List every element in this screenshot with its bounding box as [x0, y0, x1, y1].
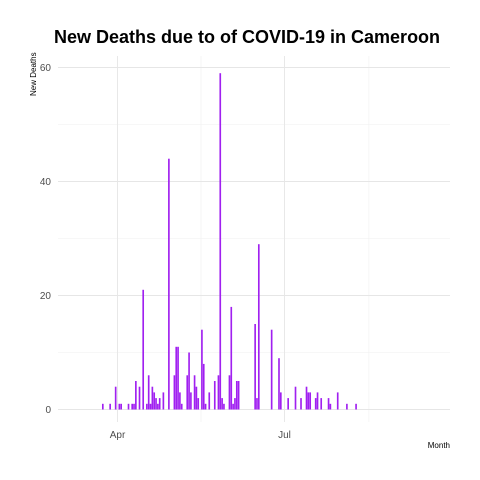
bar	[177, 347, 179, 410]
bar	[223, 404, 225, 410]
bar	[196, 387, 198, 410]
y-tick-label: 60	[40, 63, 52, 74]
bar	[236, 381, 238, 410]
bar	[218, 375, 220, 409]
bar	[238, 381, 240, 410]
bar	[119, 404, 121, 410]
bar	[179, 392, 181, 409]
bar	[278, 358, 280, 409]
bar	[181, 404, 183, 410]
bar	[234, 398, 236, 409]
bar	[175, 347, 177, 410]
bar	[309, 392, 311, 409]
bar	[232, 404, 234, 410]
bar	[258, 244, 260, 409]
bar	[337, 392, 339, 409]
bar	[135, 381, 137, 410]
bar	[229, 375, 231, 409]
bar	[157, 404, 159, 410]
bar	[194, 375, 196, 409]
bar	[159, 398, 161, 409]
bar	[155, 398, 157, 409]
bar	[139, 387, 141, 410]
bar	[109, 404, 111, 410]
bar	[163, 392, 165, 409]
bar	[146, 404, 148, 410]
bar	[300, 398, 302, 409]
bar	[197, 398, 199, 409]
bar	[295, 387, 297, 410]
chart-title: New Deaths due to of COVID-19 in Cameroo…	[54, 27, 440, 47]
bar	[219, 73, 221, 409]
bar	[152, 387, 154, 410]
bar	[168, 159, 170, 410]
bar	[308, 392, 310, 409]
bar	[142, 290, 144, 410]
bar	[133, 404, 135, 410]
bar	[153, 392, 155, 409]
y-tick-label: 20	[40, 291, 52, 302]
bar	[317, 392, 319, 409]
y-tick-label: 0	[45, 405, 51, 416]
bar	[102, 404, 104, 410]
bar	[205, 404, 207, 410]
bar	[150, 404, 152, 410]
bar	[208, 392, 210, 409]
bar	[320, 398, 322, 409]
bar	[328, 398, 330, 409]
bar	[120, 404, 122, 410]
bar	[346, 404, 348, 410]
bar	[330, 404, 332, 410]
y-tick-label: 40	[40, 177, 52, 188]
bar	[115, 387, 117, 410]
bar	[128, 404, 130, 410]
bar	[254, 324, 256, 410]
bar	[355, 404, 357, 410]
bar	[186, 375, 188, 409]
bar	[148, 375, 150, 409]
bar	[315, 398, 317, 409]
bar	[306, 387, 308, 410]
bar	[271, 330, 273, 410]
x-tick-label: Jul	[278, 430, 291, 441]
x-axis-label: Month	[428, 441, 450, 450]
bar	[131, 404, 133, 410]
bar	[188, 353, 190, 410]
bar	[203, 364, 205, 410]
bar	[221, 398, 223, 409]
bar	[256, 398, 258, 409]
bar	[280, 392, 282, 409]
y-axis-label: New Deaths	[29, 52, 38, 96]
bar	[174, 375, 176, 409]
bar	[287, 398, 289, 409]
bar	[230, 307, 232, 410]
bar	[190, 392, 192, 409]
x-tick-label: Apr	[110, 430, 126, 441]
bar	[201, 330, 203, 410]
bar	[214, 381, 216, 410]
